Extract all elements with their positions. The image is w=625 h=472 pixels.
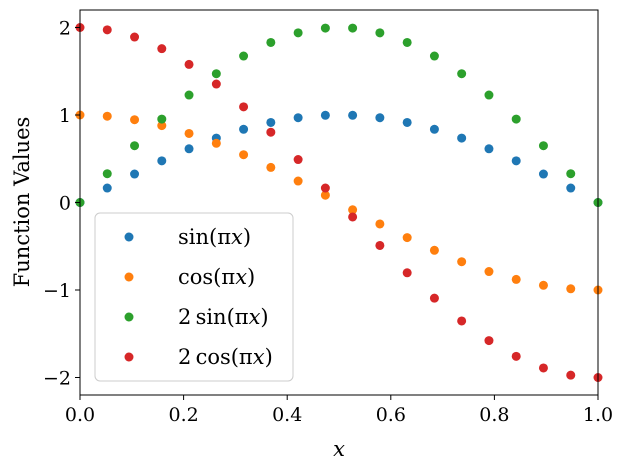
data-point — [430, 294, 439, 303]
data-point — [430, 125, 439, 134]
legend-label: sin(πx) — [178, 225, 251, 249]
legend: sin(πx) cos(πx) 2 sin(πx) 2 cos(πx) — [95, 213, 293, 381]
data-point — [321, 24, 330, 33]
data-point — [130, 115, 139, 124]
data-point — [185, 91, 194, 100]
x-tick-label: 0.8 — [479, 404, 509, 426]
legend-label: 2 cos(πx) — [178, 345, 273, 369]
data-point — [157, 115, 166, 124]
data-point — [457, 257, 466, 266]
y-tick-label: −2 — [43, 368, 71, 390]
x-axis-label: x — [333, 437, 345, 461]
data-point — [512, 156, 521, 165]
legend-marker — [125, 273, 134, 282]
data-point — [430, 246, 439, 255]
data-point — [457, 316, 466, 325]
data-point — [403, 118, 412, 127]
data-point — [375, 241, 384, 250]
data-point — [266, 118, 275, 127]
x-tick-label: 0.6 — [376, 404, 406, 426]
data-point — [157, 156, 166, 165]
data-point — [375, 219, 384, 228]
data-point — [348, 24, 357, 33]
data-point — [212, 80, 221, 89]
data-point — [403, 38, 412, 47]
data-point — [130, 33, 139, 42]
data-point — [157, 44, 166, 53]
data-point — [103, 112, 112, 121]
data-point — [239, 52, 248, 61]
data-point — [212, 69, 221, 78]
data-point — [539, 141, 548, 150]
y-tick-label: 2 — [59, 18, 71, 40]
data-point — [239, 125, 248, 134]
data-point — [321, 184, 330, 193]
data-point — [239, 102, 248, 111]
data-point — [457, 134, 466, 143]
data-point — [539, 170, 548, 179]
x-tick-label: 0.2 — [168, 404, 198, 426]
data-point — [103, 169, 112, 178]
legend-label: cos(πx) — [178, 265, 255, 289]
data-point — [566, 169, 575, 178]
data-point — [212, 139, 221, 148]
data-point — [403, 268, 412, 277]
data-point — [566, 371, 575, 380]
data-point — [512, 352, 521, 361]
data-point — [375, 28, 384, 37]
x-tick-label: 0.4 — [272, 404, 302, 426]
data-point — [539, 363, 548, 372]
data-point — [130, 141, 139, 150]
data-point — [566, 284, 575, 293]
data-point — [266, 163, 275, 172]
data-point — [484, 336, 493, 345]
data-point — [266, 128, 275, 137]
data-point — [348, 111, 357, 120]
data-point — [566, 184, 575, 193]
x-tick-label: 1.0 — [583, 404, 613, 426]
data-point — [348, 212, 357, 221]
x-tick-label: 0.0 — [65, 404, 95, 426]
data-point — [103, 184, 112, 193]
data-point — [103, 25, 112, 34]
data-point — [512, 275, 521, 284]
legend-marker — [125, 233, 134, 242]
data-point — [294, 177, 303, 186]
data-point — [185, 129, 194, 138]
y-tick-label: −1 — [43, 280, 71, 302]
data-point — [484, 144, 493, 153]
data-point — [294, 113, 303, 122]
legend-label: 2 sin(πx) — [178, 305, 269, 329]
data-point — [321, 111, 330, 120]
data-point — [512, 115, 521, 124]
data-point — [239, 150, 248, 159]
data-point — [294, 28, 303, 37]
data-point — [375, 113, 384, 122]
data-point — [484, 267, 493, 276]
data-point — [130, 170, 139, 179]
data-point — [484, 91, 493, 100]
data-point — [457, 69, 466, 78]
legend-marker — [125, 313, 134, 322]
data-point — [403, 233, 412, 242]
legend-marker — [125, 353, 134, 362]
data-point — [266, 38, 275, 47]
data-point — [430, 52, 439, 61]
y-axis-label: Function Values — [10, 117, 34, 288]
data-point — [294, 155, 303, 164]
data-point — [185, 144, 194, 153]
data-point — [539, 281, 548, 290]
y-tick-label: 0 — [59, 193, 71, 215]
y-tick-label: 1 — [59, 105, 71, 127]
data-point — [185, 60, 194, 69]
